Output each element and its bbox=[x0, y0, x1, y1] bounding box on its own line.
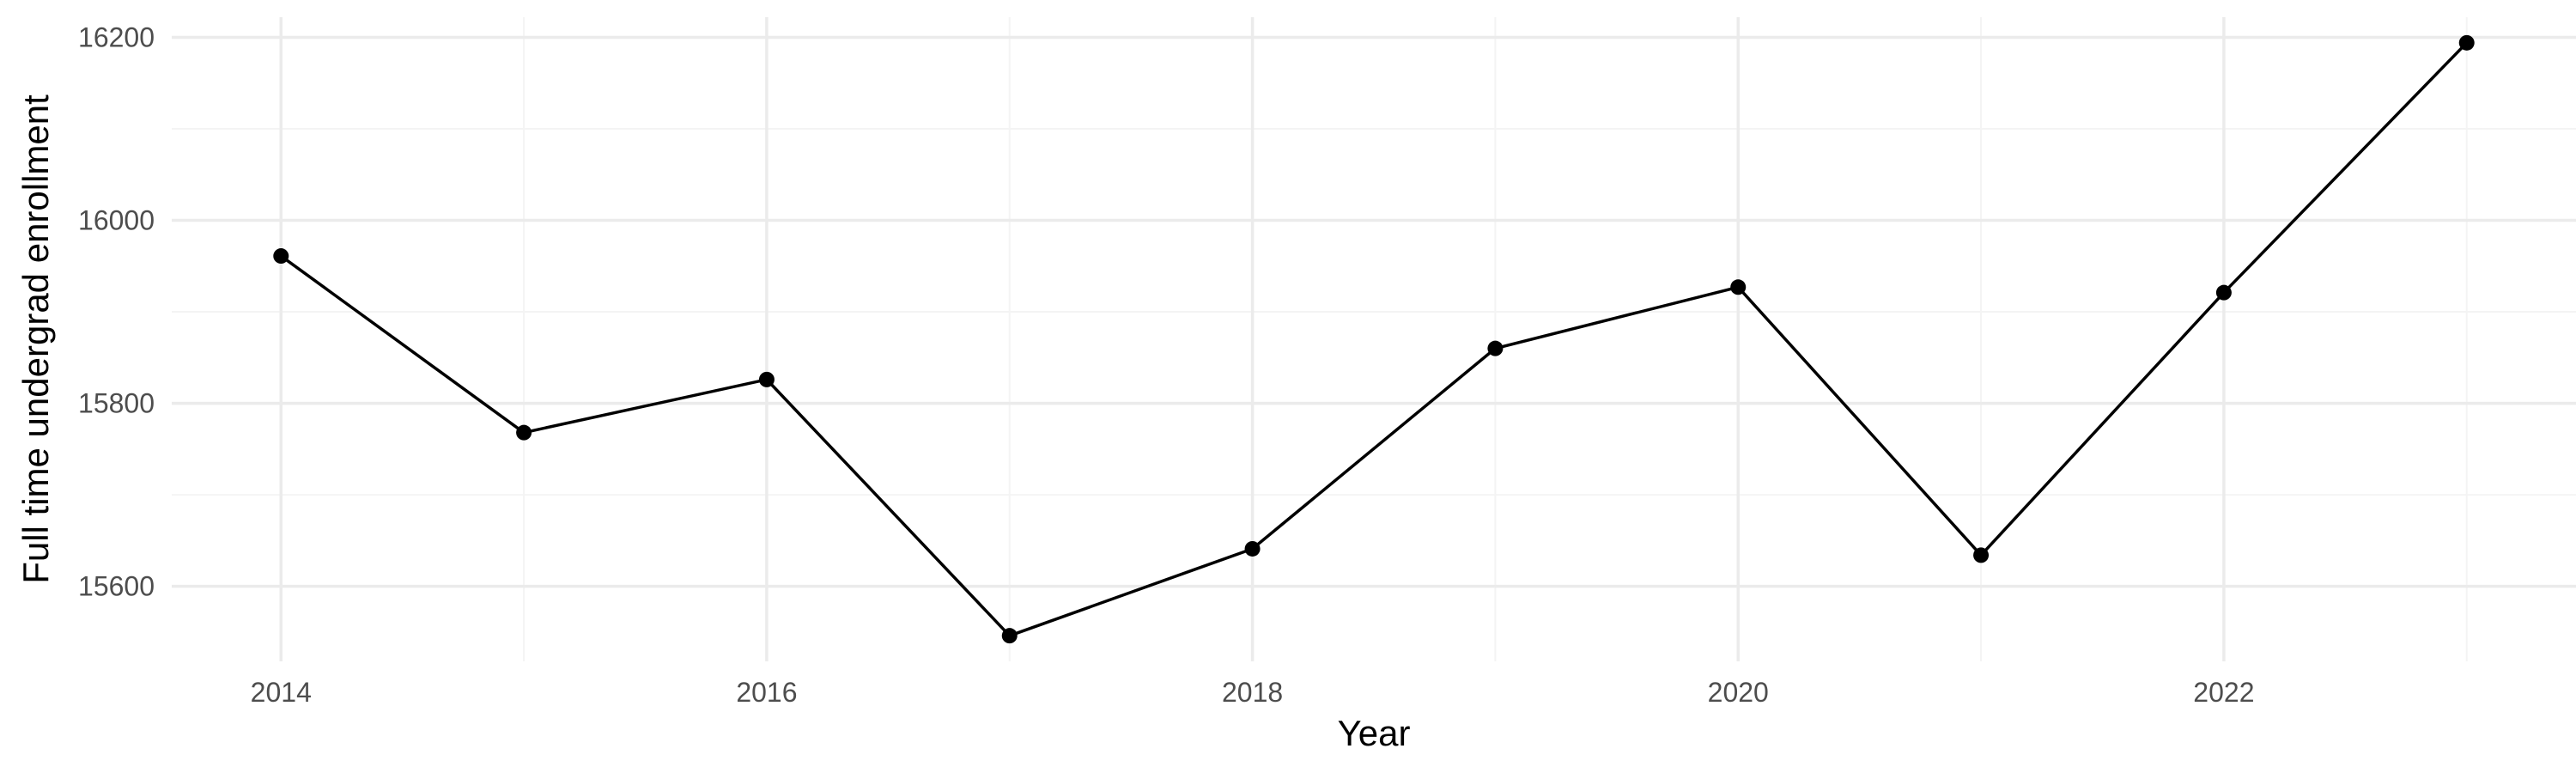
major-gridlines bbox=[172, 17, 2576, 661]
data-point-2023 bbox=[2458, 34, 2475, 51]
x-tick-label: 2022 bbox=[2193, 677, 2254, 708]
data-point-2017 bbox=[1001, 628, 1018, 644]
y-tick-label: 16200 bbox=[78, 21, 155, 52]
data-point-2020 bbox=[1730, 279, 1747, 295]
data-point-2019 bbox=[1487, 340, 1504, 356]
y-tick-label: 15800 bbox=[78, 388, 155, 419]
data-point-2018 bbox=[1244, 540, 1261, 557]
x-tick-label: 2014 bbox=[251, 677, 312, 708]
data-point-2022 bbox=[2215, 284, 2232, 301]
y-tick-label: 16000 bbox=[78, 205, 155, 236]
x-tick-label: 2020 bbox=[1708, 677, 1769, 708]
data-point-2016 bbox=[758, 371, 775, 387]
x-tick-label: 2018 bbox=[1222, 677, 1283, 708]
enrollment-series-line bbox=[280, 41, 2468, 637]
x-axis-title: Year bbox=[1338, 713, 1411, 753]
data-point-2015 bbox=[516, 424, 532, 441]
data-point-2021 bbox=[1973, 547, 1990, 563]
y-axis-title: Full time undergrad enrollment bbox=[15, 94, 56, 584]
y-tick-label: 15600 bbox=[78, 571, 155, 602]
series-layer bbox=[273, 34, 2475, 644]
tick-labels: 2014 2016 2018 2020 2022 15600 15800 16000 16200 bbox=[78, 21, 2254, 708]
minor-gridlines bbox=[172, 17, 2576, 661]
data-point-2014 bbox=[273, 248, 289, 265]
x-tick-label: 2016 bbox=[736, 677, 797, 708]
